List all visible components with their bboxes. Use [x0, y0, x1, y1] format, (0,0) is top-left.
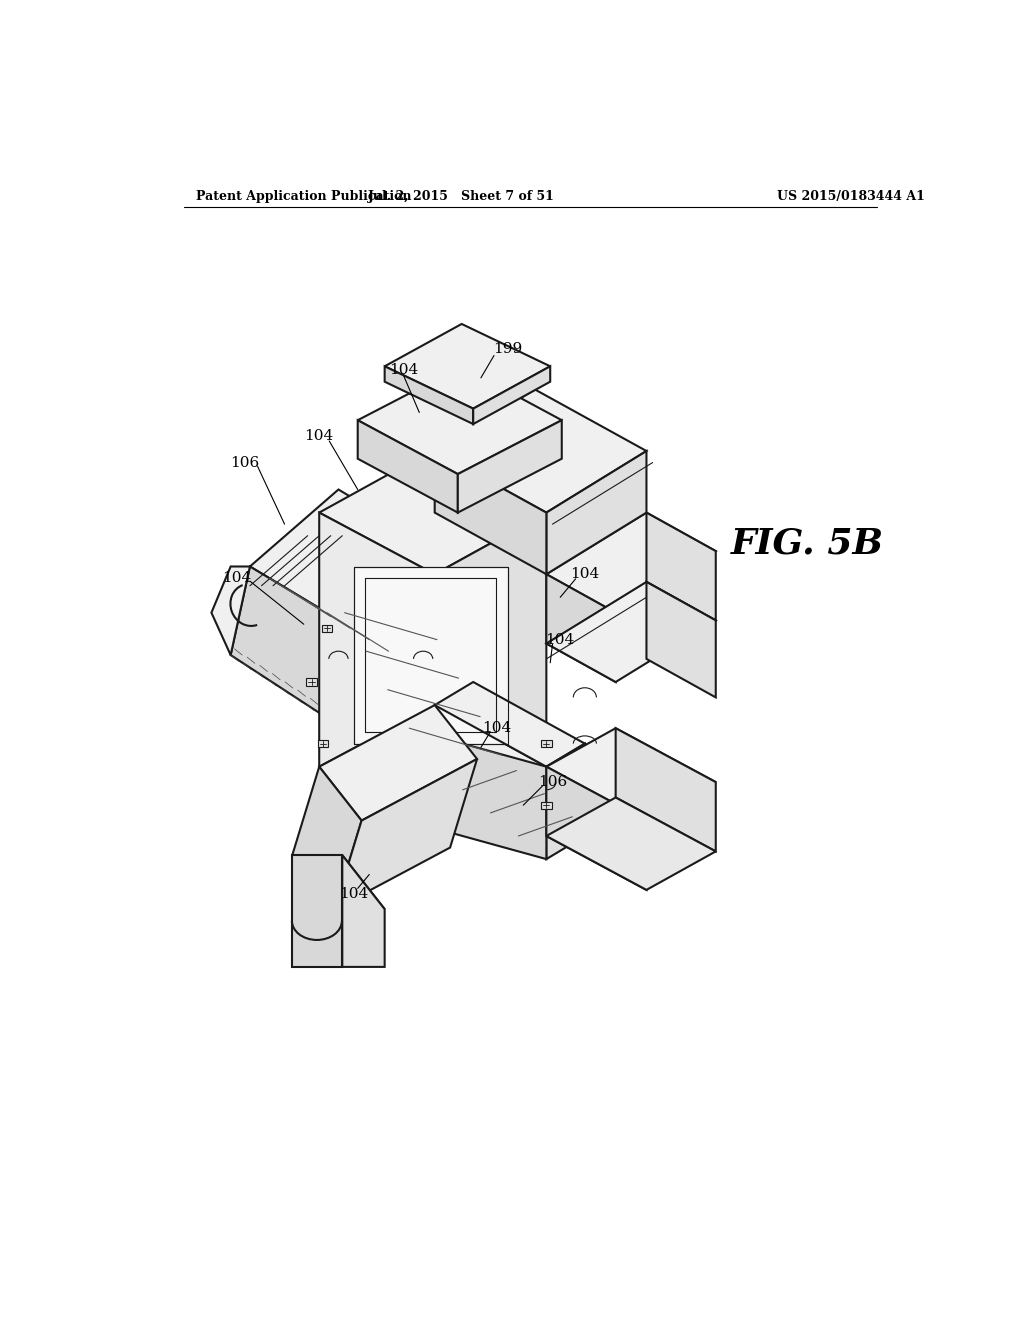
Polygon shape [354, 566, 508, 743]
Text: 199: 199 [494, 342, 522, 356]
Polygon shape [547, 729, 716, 821]
Polygon shape [615, 729, 716, 851]
Text: US 2015/0183444 A1: US 2015/0183444 A1 [777, 190, 926, 203]
Polygon shape [292, 855, 385, 909]
Polygon shape [319, 705, 477, 821]
Text: 104: 104 [222, 572, 252, 585]
Polygon shape [230, 566, 346, 713]
Polygon shape [435, 389, 646, 512]
Polygon shape [357, 367, 562, 474]
Text: 104: 104 [481, 721, 511, 735]
Polygon shape [317, 741, 329, 747]
Polygon shape [473, 367, 550, 424]
Polygon shape [319, 451, 547, 574]
Text: 106: 106 [230, 455, 259, 470]
Text: 104: 104 [304, 429, 334, 442]
Text: Patent Application Publication: Patent Application Publication [196, 190, 412, 203]
Text: 104: 104 [570, 568, 599, 581]
Polygon shape [435, 737, 547, 859]
Polygon shape [211, 566, 250, 655]
Polygon shape [319, 705, 547, 829]
Polygon shape [646, 582, 716, 697]
Polygon shape [547, 574, 615, 682]
Polygon shape [547, 451, 646, 574]
Text: 104: 104 [339, 887, 369, 900]
Text: Jul. 2, 2015   Sheet 7 of 51: Jul. 2, 2015 Sheet 7 of 51 [369, 190, 555, 203]
Polygon shape [547, 767, 646, 890]
Polygon shape [435, 512, 547, 829]
Polygon shape [547, 797, 716, 890]
Text: 104: 104 [546, 632, 574, 647]
Polygon shape [541, 741, 552, 747]
Polygon shape [385, 323, 550, 409]
Polygon shape [435, 682, 585, 767]
Text: FIG. 5B: FIG. 5B [731, 527, 884, 561]
Polygon shape [385, 367, 473, 424]
Polygon shape [292, 855, 342, 966]
Polygon shape [547, 743, 585, 859]
Polygon shape [435, 451, 547, 574]
Polygon shape [292, 767, 361, 909]
Polygon shape [306, 678, 316, 685]
Polygon shape [357, 420, 458, 512]
Polygon shape [319, 548, 435, 713]
Polygon shape [541, 801, 552, 809]
Polygon shape [319, 512, 435, 829]
Polygon shape [547, 582, 716, 682]
Polygon shape [250, 490, 435, 624]
Text: 104: 104 [389, 363, 419, 378]
Polygon shape [646, 512, 716, 620]
Polygon shape [335, 759, 477, 909]
Polygon shape [547, 512, 716, 612]
Polygon shape [458, 420, 562, 512]
Polygon shape [342, 855, 385, 966]
Text: 106: 106 [538, 775, 567, 789]
Polygon shape [322, 624, 333, 632]
